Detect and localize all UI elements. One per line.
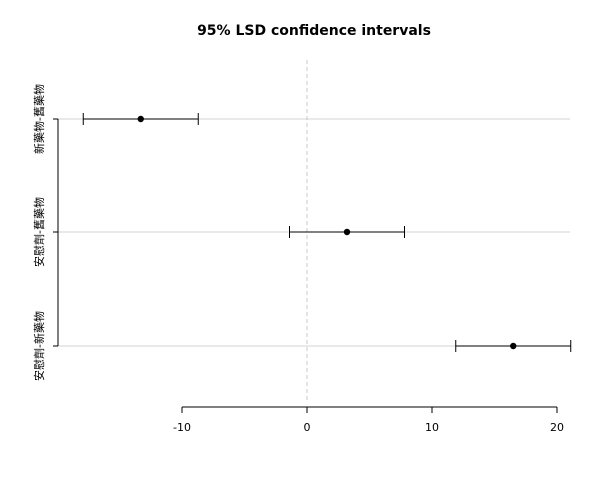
x-tick-label-1: 0 xyxy=(304,421,311,434)
chart-title: 95% LSD confidence intervals xyxy=(197,23,431,39)
x-tick-label-2: 10 xyxy=(425,421,439,434)
x-tick-label-0: -10 xyxy=(173,421,191,434)
estimate-point-2 xyxy=(510,342,517,350)
category-label-2: 安慰劑-新藥物 xyxy=(32,311,46,381)
estimate-point-0 xyxy=(137,115,144,123)
category-label-1: 安慰劑-舊藥物 xyxy=(32,197,46,267)
estimate-point-1 xyxy=(343,228,351,236)
x-tick-label-3: 20 xyxy=(550,421,564,434)
category-label-0: 新藥物-舊藥物 xyxy=(32,84,46,154)
